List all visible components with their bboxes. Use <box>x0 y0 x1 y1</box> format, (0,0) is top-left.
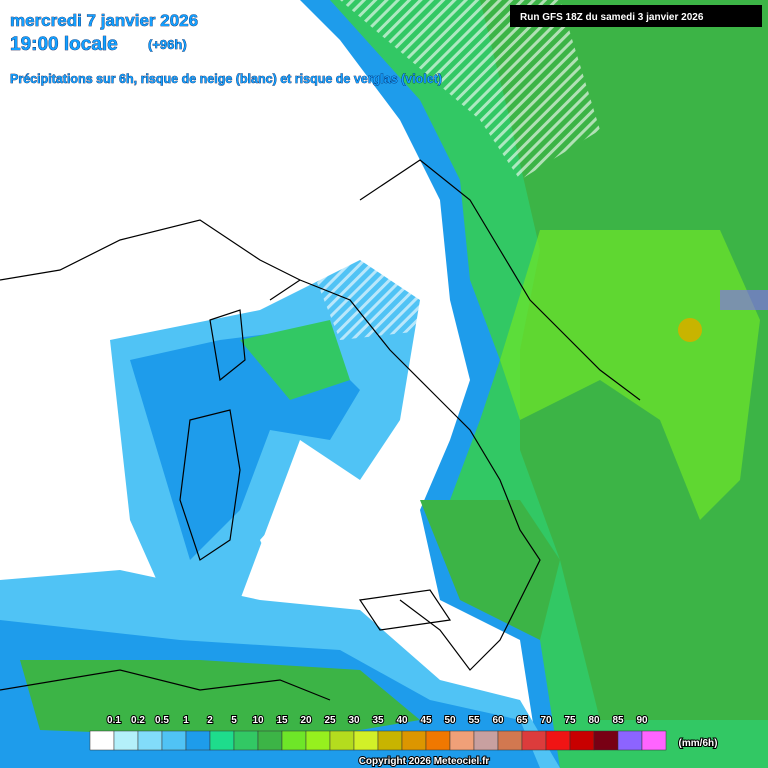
run-box <box>510 5 762 27</box>
lead-time: (+96h) <box>148 37 187 52</box>
legend-label: 50 <box>444 715 456 726</box>
coastlines <box>0 159 641 701</box>
legend-swatch <box>257 730 283 751</box>
legend-label: 60 <box>492 715 504 726</box>
copyright: Copyright 2026 Meteociel.fr <box>359 756 490 767</box>
legend-label: 40 <box>396 715 408 726</box>
legend-swatch <box>521 730 547 751</box>
legend-swatch <box>161 730 187 751</box>
legend-swatch <box>425 730 451 751</box>
legend: (mm/6h) 0.1 0.2 0.5 1 2 5 10 15 20 25 30 35 40 45 50 55… <box>89 714 718 751</box>
legend-swatch <box>545 730 571 751</box>
legend-label: 0.1 <box>107 715 121 726</box>
date: mercredi 7 janvier 2026 <box>10 11 198 30</box>
legend-label: 80 <box>588 715 600 726</box>
legend-swatch <box>497 730 523 751</box>
legend-swatch <box>449 730 475 751</box>
legend-label: 55 <box>468 715 480 726</box>
legend-swatch <box>305 730 331 751</box>
legend-label: 15 <box>276 715 288 726</box>
legend-label: 2 <box>207 715 213 726</box>
legend-label: 5 <box>231 715 237 726</box>
legend-label: 10 <box>252 715 264 726</box>
legend-swatch <box>281 730 307 751</box>
legend-swatch <box>377 730 403 751</box>
legend-label: 25 <box>324 715 336 726</box>
run: Run GFS 18Z du samedi 3 janvier 2026 <box>520 12 704 23</box>
legend-swatch <box>473 730 499 751</box>
legend-label: 65 <box>516 715 528 726</box>
legend-swatch <box>329 730 355 751</box>
legend-label: 1 <box>183 715 189 726</box>
legend-swatch <box>233 730 259 751</box>
legend-swatch <box>617 730 643 751</box>
legend-swatch <box>209 730 235 751</box>
legend-unit: (mm/6h) <box>679 738 718 749</box>
legend-label: 30 <box>348 715 360 726</box>
legend-swatch <box>137 730 163 751</box>
legend-label: 45 <box>420 715 432 726</box>
legend-label: 0.2 <box>131 715 145 726</box>
legend-swatch <box>593 730 619 751</box>
legend-label: 75 <box>564 715 576 726</box>
legend-swatch <box>89 730 115 751</box>
legend-label: 35 <box>372 715 384 726</box>
legend-label: 85 <box>612 715 624 726</box>
legend-label: 90 <box>636 715 648 726</box>
legend-swatch <box>185 730 211 751</box>
legend-swatch <box>113 730 139 751</box>
legend-swatch <box>401 730 427 751</box>
time: 19:00 locale <box>10 34 118 55</box>
legend-swatch <box>569 730 595 751</box>
header: mercredi 7 janvier 2026 19:00 locale (+9… <box>10 5 762 86</box>
legend-label: 0.5 <box>155 715 169 726</box>
legend-label: 70 <box>540 715 552 726</box>
legend-swatch <box>353 730 379 751</box>
legend-swatch <box>641 730 667 751</box>
subtitle: Précipitations sur 6h, risque de neige (… <box>10 72 442 86</box>
legend-label: 20 <box>300 715 312 726</box>
